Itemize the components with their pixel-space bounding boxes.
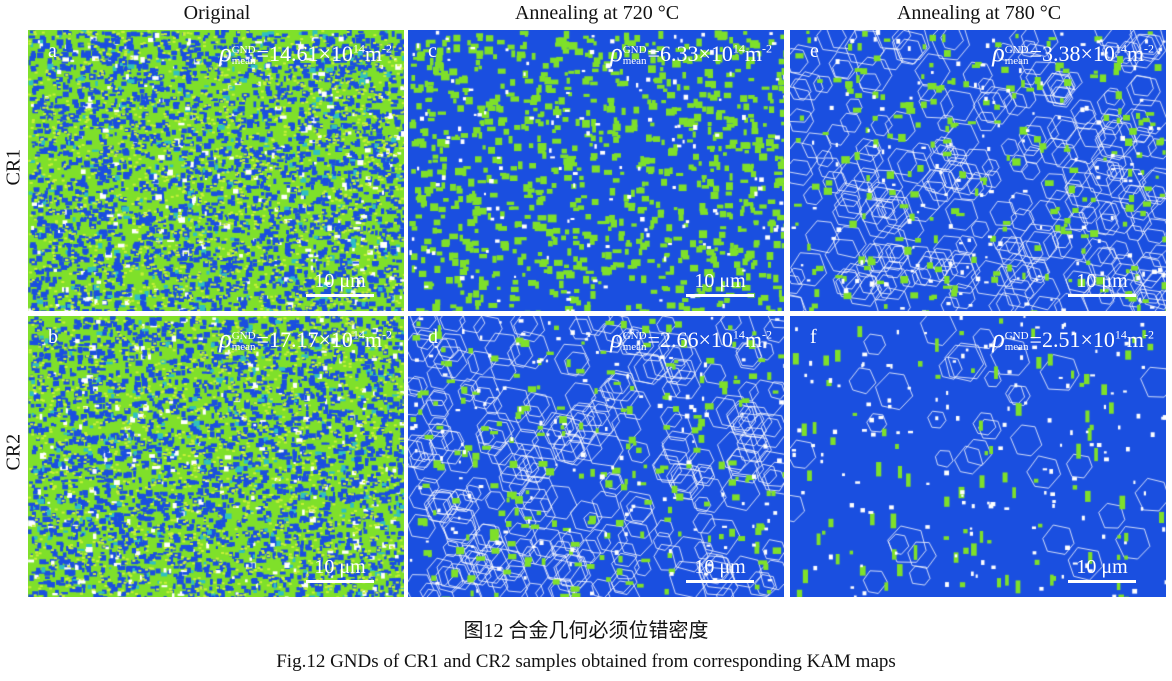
exponent: 14 [352, 327, 365, 342]
kam-map-panel-e: e ρGND mean=3.38×1014m-2 10 μm [790, 30, 1166, 311]
rho-subscript: mean [231, 54, 256, 67]
caption-english: Fig.12 GNDs of CR1 and CR2 samples obtai… [276, 651, 896, 672]
scale-bar-label: 10 μm [314, 270, 366, 292]
kam-map-panel-f: f ρGND mean=2.51×1014m-2 10 μm [790, 316, 1166, 597]
scale-bar-line [306, 294, 374, 297]
times-ten: ×10 [698, 327, 733, 352]
scale-bar-line [1068, 580, 1136, 583]
panel-letter: a [48, 40, 57, 62]
rho-symbol: ρ [992, 38, 1005, 67]
times-ten: ×10 [318, 41, 353, 66]
scale-bar-label: 10 μm [314, 556, 366, 578]
gnd-density-label: ρGND mean=3.38×1014m-2 [992, 38, 1154, 67]
column-title-780: Annealing at 780 °C [896, 2, 1062, 24]
exponent: 14 [1114, 327, 1127, 342]
kam-map-panel-a: a ρGND mean=14.61×1014m-2 10 μm [28, 30, 404, 311]
times-ten: ×10 [1080, 41, 1115, 66]
rho-superscript: GND [622, 329, 647, 342]
kam-map-panel-b: b ρGND mean=17.17×1014m-2 10 μm [28, 316, 404, 597]
scale-bar: 10 μm [1068, 556, 1136, 583]
panel-letter: e [810, 40, 819, 62]
rho-symbol: ρ [610, 324, 623, 353]
exponent: 14 [352, 41, 365, 56]
rho-symbol: ρ [992, 324, 1005, 353]
panel-letter: b [48, 326, 58, 348]
times-ten: ×10 [318, 327, 353, 352]
column-title-original: Original [183, 2, 251, 24]
unit-exponent: -2 [762, 41, 772, 56]
gnd-density-label: ρGND mean=2.51×1014m-2 [992, 324, 1154, 353]
gnd-density-label: ρGND mean=14.61×1014m-2 [219, 38, 392, 67]
scale-bar-label: 10 μm [694, 556, 746, 578]
scale-bar-line [1068, 294, 1136, 297]
unit-exponent: -2 [762, 327, 772, 342]
rho-symbol: ρ [219, 38, 232, 67]
gnd-value: 3.38 [1041, 41, 1081, 66]
kam-map-image [28, 30, 404, 311]
rho-superscript: GND [231, 43, 256, 56]
gnd-density-label: ρGND mean=17.17×1014m-2 [219, 324, 392, 353]
rho-subscript: mean [231, 340, 256, 353]
scale-bar: 10 μm [1068, 270, 1136, 297]
gnd-value: 6.33 [659, 41, 699, 66]
rho-superscript: GND [1004, 329, 1029, 342]
unit-exponent: -2 [1144, 327, 1154, 342]
rho-superscript: GND [622, 43, 647, 56]
scale-bar-label: 10 μm [1076, 270, 1128, 292]
caption-chinese: 图12 合金几何必须位错密度 [463, 620, 709, 642]
scale-bar: 10 μm [306, 556, 374, 583]
kam-map-panel-d: d ρGND mean=2.66×1014m-2 10 μm [408, 316, 784, 597]
scale-bar-line [686, 294, 754, 297]
unit-exponent: -2 [382, 327, 392, 342]
unit-exponent: -2 [382, 41, 392, 56]
scale-bar-label: 10 μm [1076, 556, 1128, 578]
kam-map-image [408, 316, 784, 597]
rho-subscript: mean [1004, 340, 1029, 353]
kam-map-panel-c: c ρGND mean=6.33×1014m-2 10 μm [408, 30, 784, 311]
row-label-cr1: CR1 [2, 148, 25, 186]
times-ten: ×10 [1080, 327, 1115, 352]
panel-letter: d [428, 326, 438, 348]
gnd-value: 17.17 [268, 327, 319, 352]
rho-subscript: mean [622, 340, 647, 353]
unit: m [744, 327, 762, 352]
kam-map-image [790, 30, 1166, 311]
unit-exponent: -2 [1144, 41, 1154, 56]
kam-map-image [408, 30, 784, 311]
unit: m [364, 41, 382, 66]
gnd-density-label: ρGND mean=6.33×1014m-2 [610, 38, 772, 67]
panel-letter: f [810, 326, 817, 348]
rho-superscript: GND [231, 329, 256, 342]
scale-bar-label: 10 μm [694, 270, 746, 292]
panel-letter: c [428, 40, 437, 62]
unit: m [744, 41, 762, 66]
exponent: 14 [732, 41, 745, 56]
row-label-cr2: CR2 [2, 433, 25, 471]
gnd-value: 2.66 [659, 327, 699, 352]
kam-map-image [790, 316, 1166, 597]
scale-bar-line [306, 580, 374, 583]
rho-subscript: mean [622, 54, 647, 67]
unit: m [364, 327, 382, 352]
rho-symbol: ρ [219, 324, 232, 353]
times-ten: ×10 [698, 41, 733, 66]
gnd-value: 14.61 [268, 41, 319, 66]
exponent: 14 [1114, 41, 1127, 56]
column-title-720: Annealing at 720 °C [514, 2, 680, 24]
kam-map-image [28, 316, 404, 597]
scale-bar: 10 μm [306, 270, 374, 297]
unit: m [1126, 327, 1144, 352]
unit: m [1126, 41, 1144, 66]
gnd-density-label: ρGND mean=2.66×1014m-2 [610, 324, 772, 353]
scale-bar-line [686, 580, 754, 583]
gnd-value: 2.51 [1041, 327, 1081, 352]
rho-superscript: GND [1004, 43, 1029, 56]
exponent: 14 [732, 327, 745, 342]
scale-bar: 10 μm [686, 556, 754, 583]
rho-subscript: mean [1004, 54, 1029, 67]
scale-bar: 10 μm [686, 270, 754, 297]
rho-symbol: ρ [610, 38, 623, 67]
